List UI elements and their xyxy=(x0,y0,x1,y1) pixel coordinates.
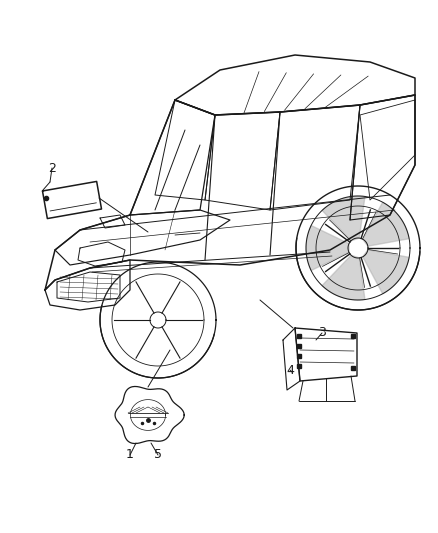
Text: 2: 2 xyxy=(48,161,56,174)
Text: 4: 4 xyxy=(286,364,294,376)
Polygon shape xyxy=(363,202,409,246)
Polygon shape xyxy=(322,255,365,300)
Text: 3: 3 xyxy=(318,327,326,340)
Polygon shape xyxy=(306,225,349,271)
Text: 5: 5 xyxy=(154,448,162,462)
Polygon shape xyxy=(363,250,409,294)
Polygon shape xyxy=(322,196,365,241)
Text: 1: 1 xyxy=(126,448,134,462)
